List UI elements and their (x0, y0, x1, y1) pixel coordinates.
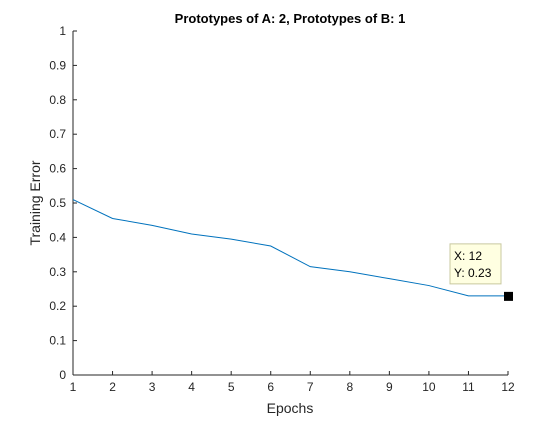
x-tick-label: 9 (386, 380, 393, 394)
y-tick-label: 0.5 (49, 196, 66, 210)
y-axis-label: Training Error (27, 160, 43, 245)
x-tick-label: 6 (267, 380, 274, 394)
y-tick-label: 0.2 (49, 299, 66, 313)
x-tick-label: 4 (188, 380, 195, 394)
x-axis-label: Epochs (267, 400, 314, 416)
y-tick-label: 0.4 (49, 230, 66, 244)
x-tick-label: 5 (228, 380, 235, 394)
x-tick-label: 3 (149, 380, 156, 394)
y-tick-label: 0.1 (49, 334, 66, 348)
x-tick-label: 7 (307, 380, 314, 394)
y-tick-label: 0.7 (49, 127, 66, 141)
plot-area (72, 199, 508, 297)
x-tick-label: 10 (422, 380, 436, 394)
series-line (72, 199, 508, 297)
data-tip-box (449, 243, 502, 285)
x-tick-label: 12 (501, 380, 515, 394)
x-tick-label: 11 (462, 380, 475, 394)
data-tip[interactable]: X: 12 Y: 0.23 (449, 243, 513, 301)
data-tip-marker (504, 291, 513, 301)
axes: 1 2 3 4 5 6 7 8 9 10 11 1200.10.20.30.40.50.60.70.8… (49, 24, 515, 394)
y-tick-label: 0.3 (49, 265, 66, 279)
x-tick-label: 2 (109, 380, 116, 394)
y-tick-label: 0.6 (49, 162, 66, 176)
y-tick-label: 0.8 (49, 93, 66, 107)
x-tick-label: 1 (70, 380, 77, 394)
data-tip-x-text: X: 12 (454, 249, 482, 263)
y-tick-label: 0 (59, 368, 66, 382)
x-tick-label: 8 (346, 380, 353, 394)
chart-title: Prototypes of A: 2, Prototypes of B: 1 (175, 11, 406, 26)
y-tick-label: 0.9 (49, 58, 66, 72)
y-tick-label: 1 (59, 24, 66, 38)
data-tip-y-text: Y: 0.23 (454, 266, 492, 280)
